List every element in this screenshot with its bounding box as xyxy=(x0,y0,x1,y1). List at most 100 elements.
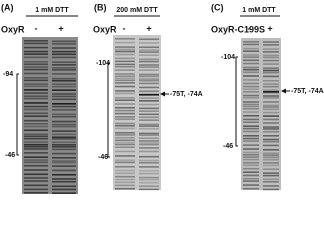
gel-band xyxy=(24,161,48,164)
gel-band xyxy=(263,128,279,130)
gel-band xyxy=(139,69,159,71)
gel-band xyxy=(263,104,279,107)
gel-band xyxy=(24,156,48,158)
gel-band xyxy=(115,116,135,118)
gel-band xyxy=(139,86,159,89)
gel-band xyxy=(24,184,48,187)
gel-band xyxy=(139,42,159,44)
gel-band xyxy=(263,180,279,183)
gel-band xyxy=(24,164,48,167)
condition: 1 mM DTT xyxy=(242,7,276,14)
gel-band xyxy=(139,161,159,164)
gel-band xyxy=(263,44,279,46)
gel-band xyxy=(243,174,259,177)
gel-band xyxy=(115,118,135,121)
gel-band xyxy=(263,111,279,114)
gel-band xyxy=(52,69,76,71)
gel-band xyxy=(52,79,76,82)
gel-band xyxy=(139,155,159,158)
gel-band xyxy=(115,85,135,88)
protein: OxyR-C199S xyxy=(211,24,265,34)
panel-label: (A) xyxy=(1,2,14,12)
gel-band xyxy=(115,63,135,66)
gel-band xyxy=(52,47,76,49)
gel-band xyxy=(243,105,259,108)
gel-band xyxy=(263,69,279,72)
gel-band xyxy=(139,54,159,56)
gel-band xyxy=(243,111,259,113)
gel-band xyxy=(24,135,48,138)
gel-band xyxy=(24,188,48,191)
gel-band xyxy=(263,71,279,74)
gel-band xyxy=(263,91,279,93)
gel-band xyxy=(52,83,76,86)
gel-band xyxy=(115,161,135,164)
gel-band xyxy=(52,61,76,64)
lane-label: + xyxy=(146,23,151,33)
gel-band xyxy=(52,50,76,53)
gel-band xyxy=(24,42,48,45)
gel-band xyxy=(52,64,76,66)
gel-band xyxy=(52,98,76,101)
gel-band xyxy=(24,53,48,55)
gel-band xyxy=(24,66,48,68)
gel-band xyxy=(24,119,48,122)
gel-band xyxy=(115,53,135,56)
gel-band xyxy=(263,67,279,69)
gel-band xyxy=(139,142,159,144)
marker-label: -46 xyxy=(223,143,233,150)
gel-band xyxy=(263,188,279,191)
gel-band xyxy=(139,75,159,78)
gel-band xyxy=(52,180,76,183)
gel-band xyxy=(263,130,279,133)
gel-band xyxy=(115,122,135,125)
gel-band xyxy=(115,181,135,184)
gel-band xyxy=(52,43,76,45)
gel-band xyxy=(52,160,76,162)
gel-band xyxy=(24,141,48,143)
gel-band xyxy=(115,136,135,139)
gel-band xyxy=(139,185,159,188)
gel-band xyxy=(52,192,76,194)
gel-band xyxy=(263,83,279,85)
gel-band xyxy=(24,143,48,146)
gel-band xyxy=(139,73,159,76)
gel-band xyxy=(115,112,135,115)
gel-band xyxy=(115,73,135,75)
gel-band xyxy=(52,137,76,140)
gel-band xyxy=(243,103,259,106)
gel-band xyxy=(243,85,259,88)
gel-band xyxy=(24,133,48,136)
gel-band xyxy=(243,167,259,170)
gel-band xyxy=(263,115,279,117)
gel-band xyxy=(52,136,76,138)
gel-band xyxy=(139,38,159,41)
gel-band xyxy=(24,148,48,150)
gel-band xyxy=(139,60,159,63)
gel-band xyxy=(139,188,159,191)
gel-band xyxy=(243,187,259,190)
gel-band xyxy=(24,46,48,49)
gel-band xyxy=(24,177,48,179)
gel-band xyxy=(263,85,279,88)
gel-band xyxy=(243,47,259,50)
gel-band xyxy=(243,151,259,154)
gel-band xyxy=(243,75,259,77)
gel-band xyxy=(139,97,159,99)
gel-band xyxy=(243,130,259,133)
gel-band xyxy=(263,140,279,143)
gel-band xyxy=(263,172,279,174)
gel-band xyxy=(139,51,159,53)
gel-band xyxy=(243,158,259,161)
gel-band xyxy=(263,178,279,181)
gel-band xyxy=(115,79,135,82)
gel-band xyxy=(52,77,76,80)
gel-band xyxy=(24,92,48,94)
marker-label: -94 xyxy=(3,71,13,78)
gel-band xyxy=(243,94,259,97)
gel-band xyxy=(243,50,259,52)
gel-band xyxy=(24,50,48,53)
gel-band xyxy=(24,76,48,79)
gel-band xyxy=(243,125,259,127)
gel-band xyxy=(115,127,135,130)
